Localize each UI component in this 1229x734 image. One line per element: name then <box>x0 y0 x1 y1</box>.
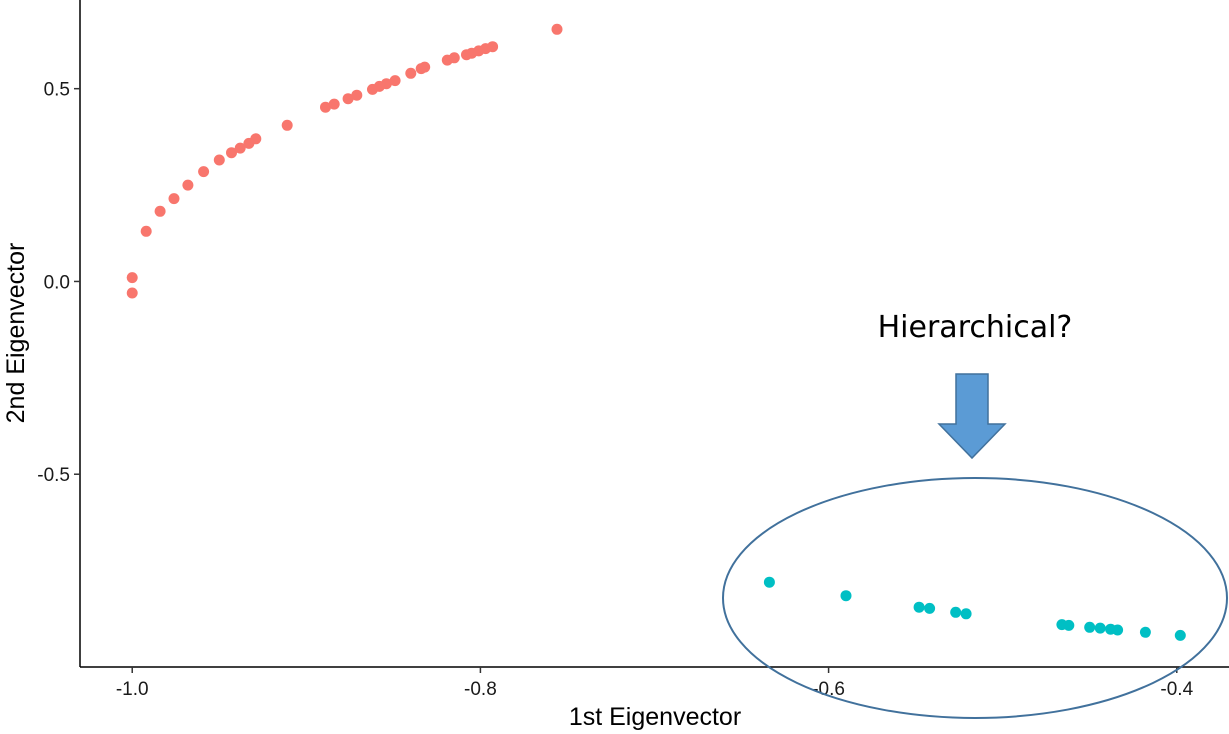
y-axis-title: 2nd Eigenvector <box>2 243 30 424</box>
data-point-series-1 <box>405 67 417 79</box>
data-point-series-2 <box>1094 622 1106 634</box>
data-point-series-1 <box>126 287 138 299</box>
data-point-series-1 <box>320 101 331 113</box>
y-ticks: 0.5 0.0 -0.5 <box>37 80 80 486</box>
data-point-series-1 <box>182 179 194 191</box>
data-point-series-2 <box>1084 621 1096 633</box>
data-point-series-1 <box>234 142 246 154</box>
data-point-series-2 <box>1174 629 1186 641</box>
data-point-series-1 <box>281 119 293 131</box>
data-point-series-2 <box>1139 626 1151 638</box>
data-point-series-2 <box>913 601 925 613</box>
data-point-series-1 <box>342 93 354 105</box>
data-point-series-1 <box>351 89 363 101</box>
x-tick-label: -0.8 <box>464 679 497 700</box>
data-point-series-1 <box>551 23 563 35</box>
data-point-series-1 <box>126 272 138 284</box>
data-point-series-1 <box>487 41 499 53</box>
data-point-series-1 <box>154 205 166 217</box>
x-axis-title: 1st Eigenvector <box>569 703 741 731</box>
data-point-series-1 <box>419 61 431 73</box>
data-point-series-1 <box>250 133 262 145</box>
data-points <box>126 23 1186 641</box>
x-ticks: -1.0 -0.8 -0.6 -0.4 <box>116 667 1194 700</box>
y-tick-label: 0.5 <box>44 80 70 101</box>
data-point-series-1 <box>380 78 392 90</box>
data-point-series-1 <box>140 225 152 237</box>
data-point-series-1 <box>226 147 237 159</box>
x-tick-label: -0.6 <box>812 679 845 700</box>
data-point-series-2 <box>1112 624 1124 636</box>
data-point-series-2 <box>763 576 775 588</box>
data-point-series-1 <box>389 75 401 87</box>
axes <box>79 0 1229 668</box>
data-point-series-1 <box>448 52 460 64</box>
annotation: Hierarchical? <box>722 310 1228 719</box>
data-point-series-1 <box>198 166 210 178</box>
y-tick-label: 0.0 <box>44 272 70 293</box>
data-point-series-2 <box>950 606 962 618</box>
data-point-series-2 <box>960 608 972 620</box>
data-point-series-2 <box>924 602 936 614</box>
annotation-text: Hierarchical? <box>878 310 1073 345</box>
x-tick-label: -1.0 <box>116 679 149 700</box>
data-point-series-2 <box>840 590 852 602</box>
x-tick-label: -0.4 <box>1160 679 1193 700</box>
cluster-ellipse <box>722 477 1228 719</box>
data-point-series-1 <box>213 154 225 166</box>
data-point-series-2 <box>1063 619 1075 631</box>
data-point-series-1 <box>168 193 180 205</box>
data-point-series-1 <box>328 98 340 110</box>
down-arrow-icon <box>937 373 1007 460</box>
y-tick-label: -0.5 <box>37 465 70 486</box>
